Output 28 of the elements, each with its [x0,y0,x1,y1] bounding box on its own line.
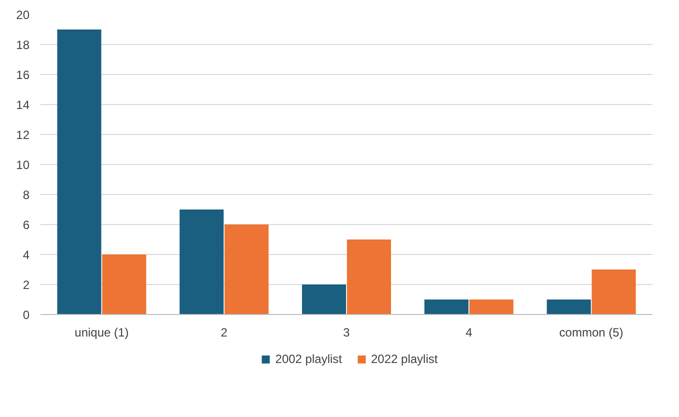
bar [302,284,346,314]
y-tick-label: 4 [22,248,30,262]
legend-label: 2022 playlist [371,352,438,366]
y-tick-label: 0 [22,308,30,322]
x-tick-label: common (5) [559,326,624,340]
bar [102,254,146,314]
bar [180,210,224,314]
y-tick-label: 6 [22,218,30,232]
y-tick-label: 2 [22,278,30,292]
x-tick-label: unique (1) [74,326,129,340]
bar [592,270,636,314]
y-tick-label: 10 [16,158,30,172]
legend-label: 2002 playlist [275,352,342,366]
y-tick-label: 16 [16,68,30,82]
bar [346,240,392,314]
x-tick-label: 2 [220,326,228,340]
y-tick-label: 8 [22,188,30,202]
bar [469,300,514,314]
bar [57,30,102,314]
y-tick-label: 12 [16,128,30,142]
bar [546,300,591,314]
bar [224,224,269,314]
bar [424,300,468,314]
y-tick-label: 20 [16,8,30,22]
y-tick-label: 18 [16,38,30,52]
x-tick-label: 3 [343,326,350,340]
x-tick-label: 4 [466,326,473,340]
y-tick-label: 14 [16,98,30,112]
